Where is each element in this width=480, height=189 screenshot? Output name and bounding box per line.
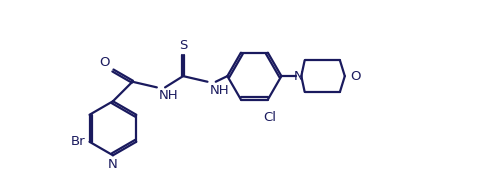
Text: N: N [108, 158, 118, 171]
Text: S: S [179, 39, 187, 52]
Text: N: N [293, 70, 302, 83]
Text: Br: Br [70, 135, 85, 148]
Text: O: O [350, 70, 360, 83]
Text: Cl: Cl [263, 111, 276, 124]
Text: NH: NH [158, 89, 178, 102]
Text: NH: NH [209, 84, 228, 97]
Text: O: O [99, 56, 110, 69]
